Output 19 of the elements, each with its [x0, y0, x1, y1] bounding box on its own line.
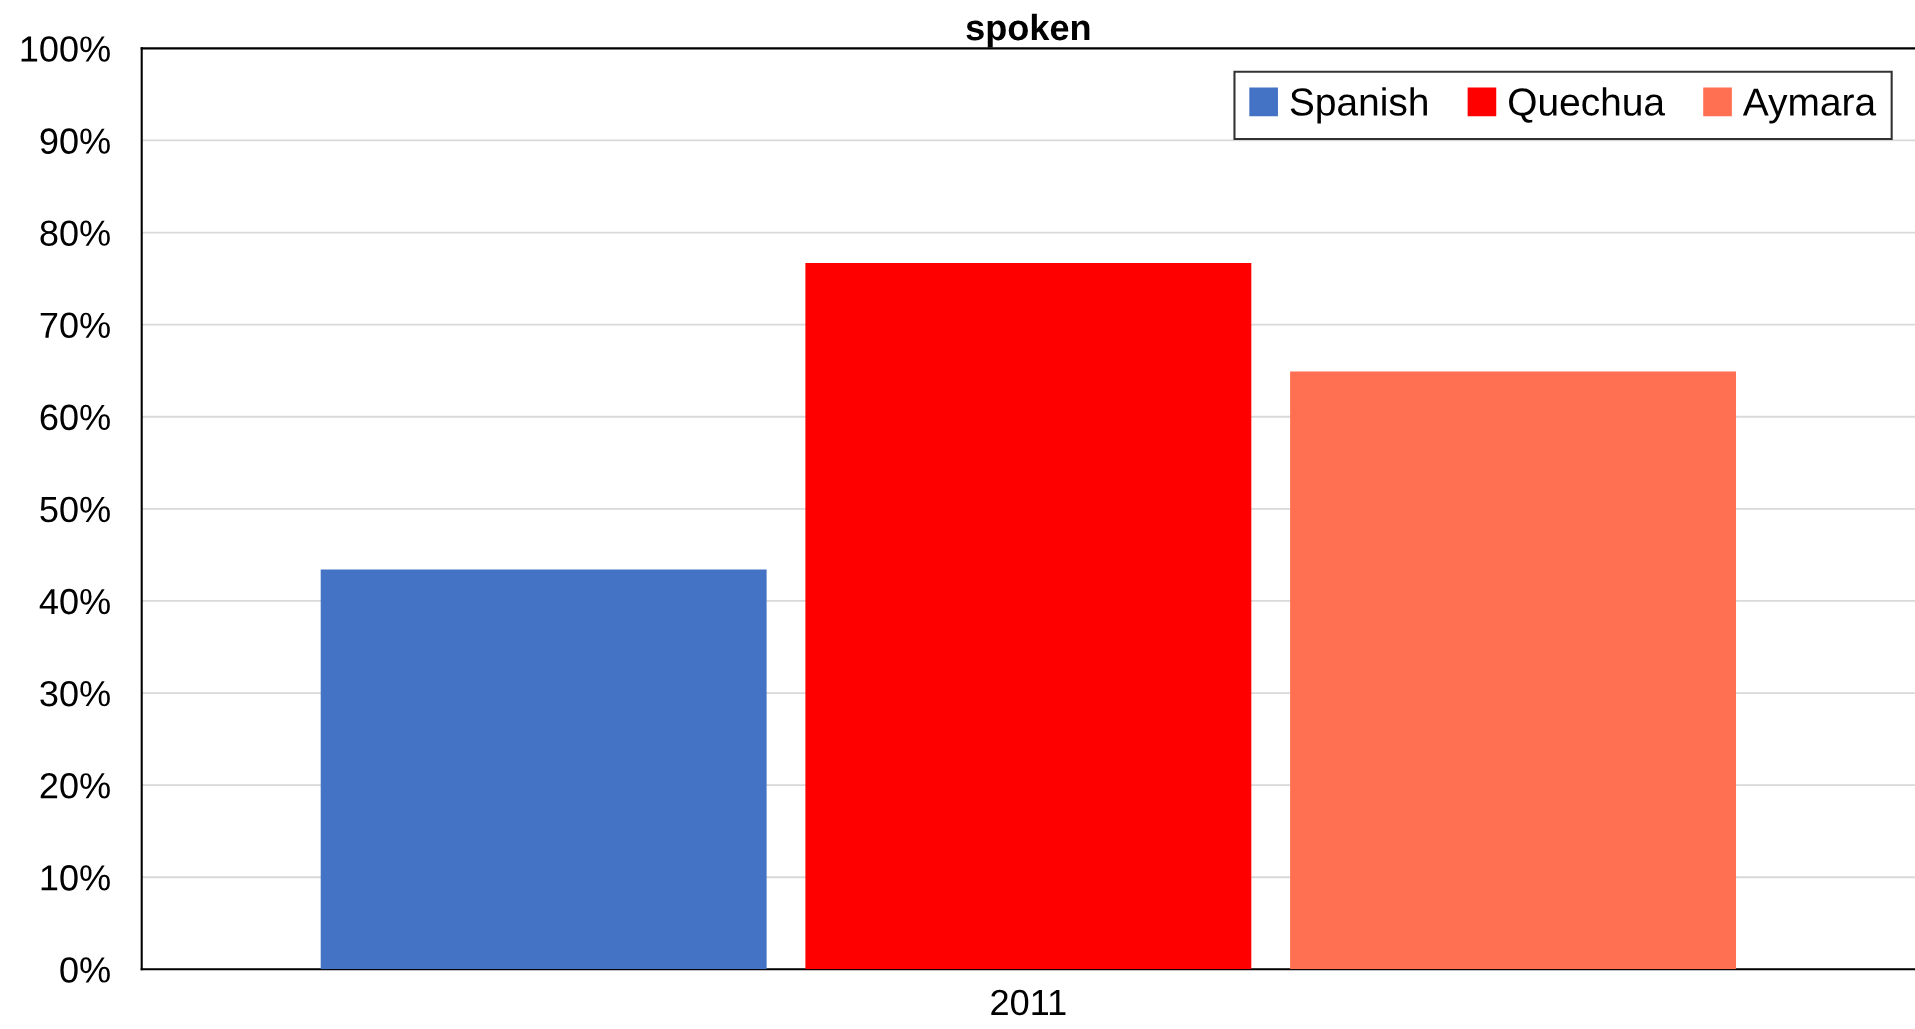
legend-label: Quechua — [1509, 87, 1666, 123]
y-tick-label: 20% — [40, 773, 110, 799]
legend-label: Spanish — [1290, 87, 1427, 124]
y-tick-label: 80% — [40, 220, 110, 246]
y-tick-label: 30% — [40, 680, 110, 707]
y-tick-label: 50% — [40, 496, 110, 523]
y-tick-label: 70% — [40, 312, 110, 339]
bar — [805, 262, 1252, 970]
y-tick-label: 10% — [41, 865, 110, 891]
y-tick-label: 100% — [21, 36, 110, 62]
bar — [320, 569, 767, 970]
y-tick-label: 0% — [60, 957, 110, 983]
bar — [1290, 371, 1737, 970]
x-tick-label: 2011 — [991, 989, 1066, 1016]
y-tick-label: 40% — [39, 588, 110, 615]
chart-title: spoken — [966, 13, 1090, 48]
y-tick-label: 60% — [40, 404, 110, 431]
y-tick-label: 90% — [40, 128, 110, 154]
legend-label: Aymara — [1742, 88, 1877, 124]
